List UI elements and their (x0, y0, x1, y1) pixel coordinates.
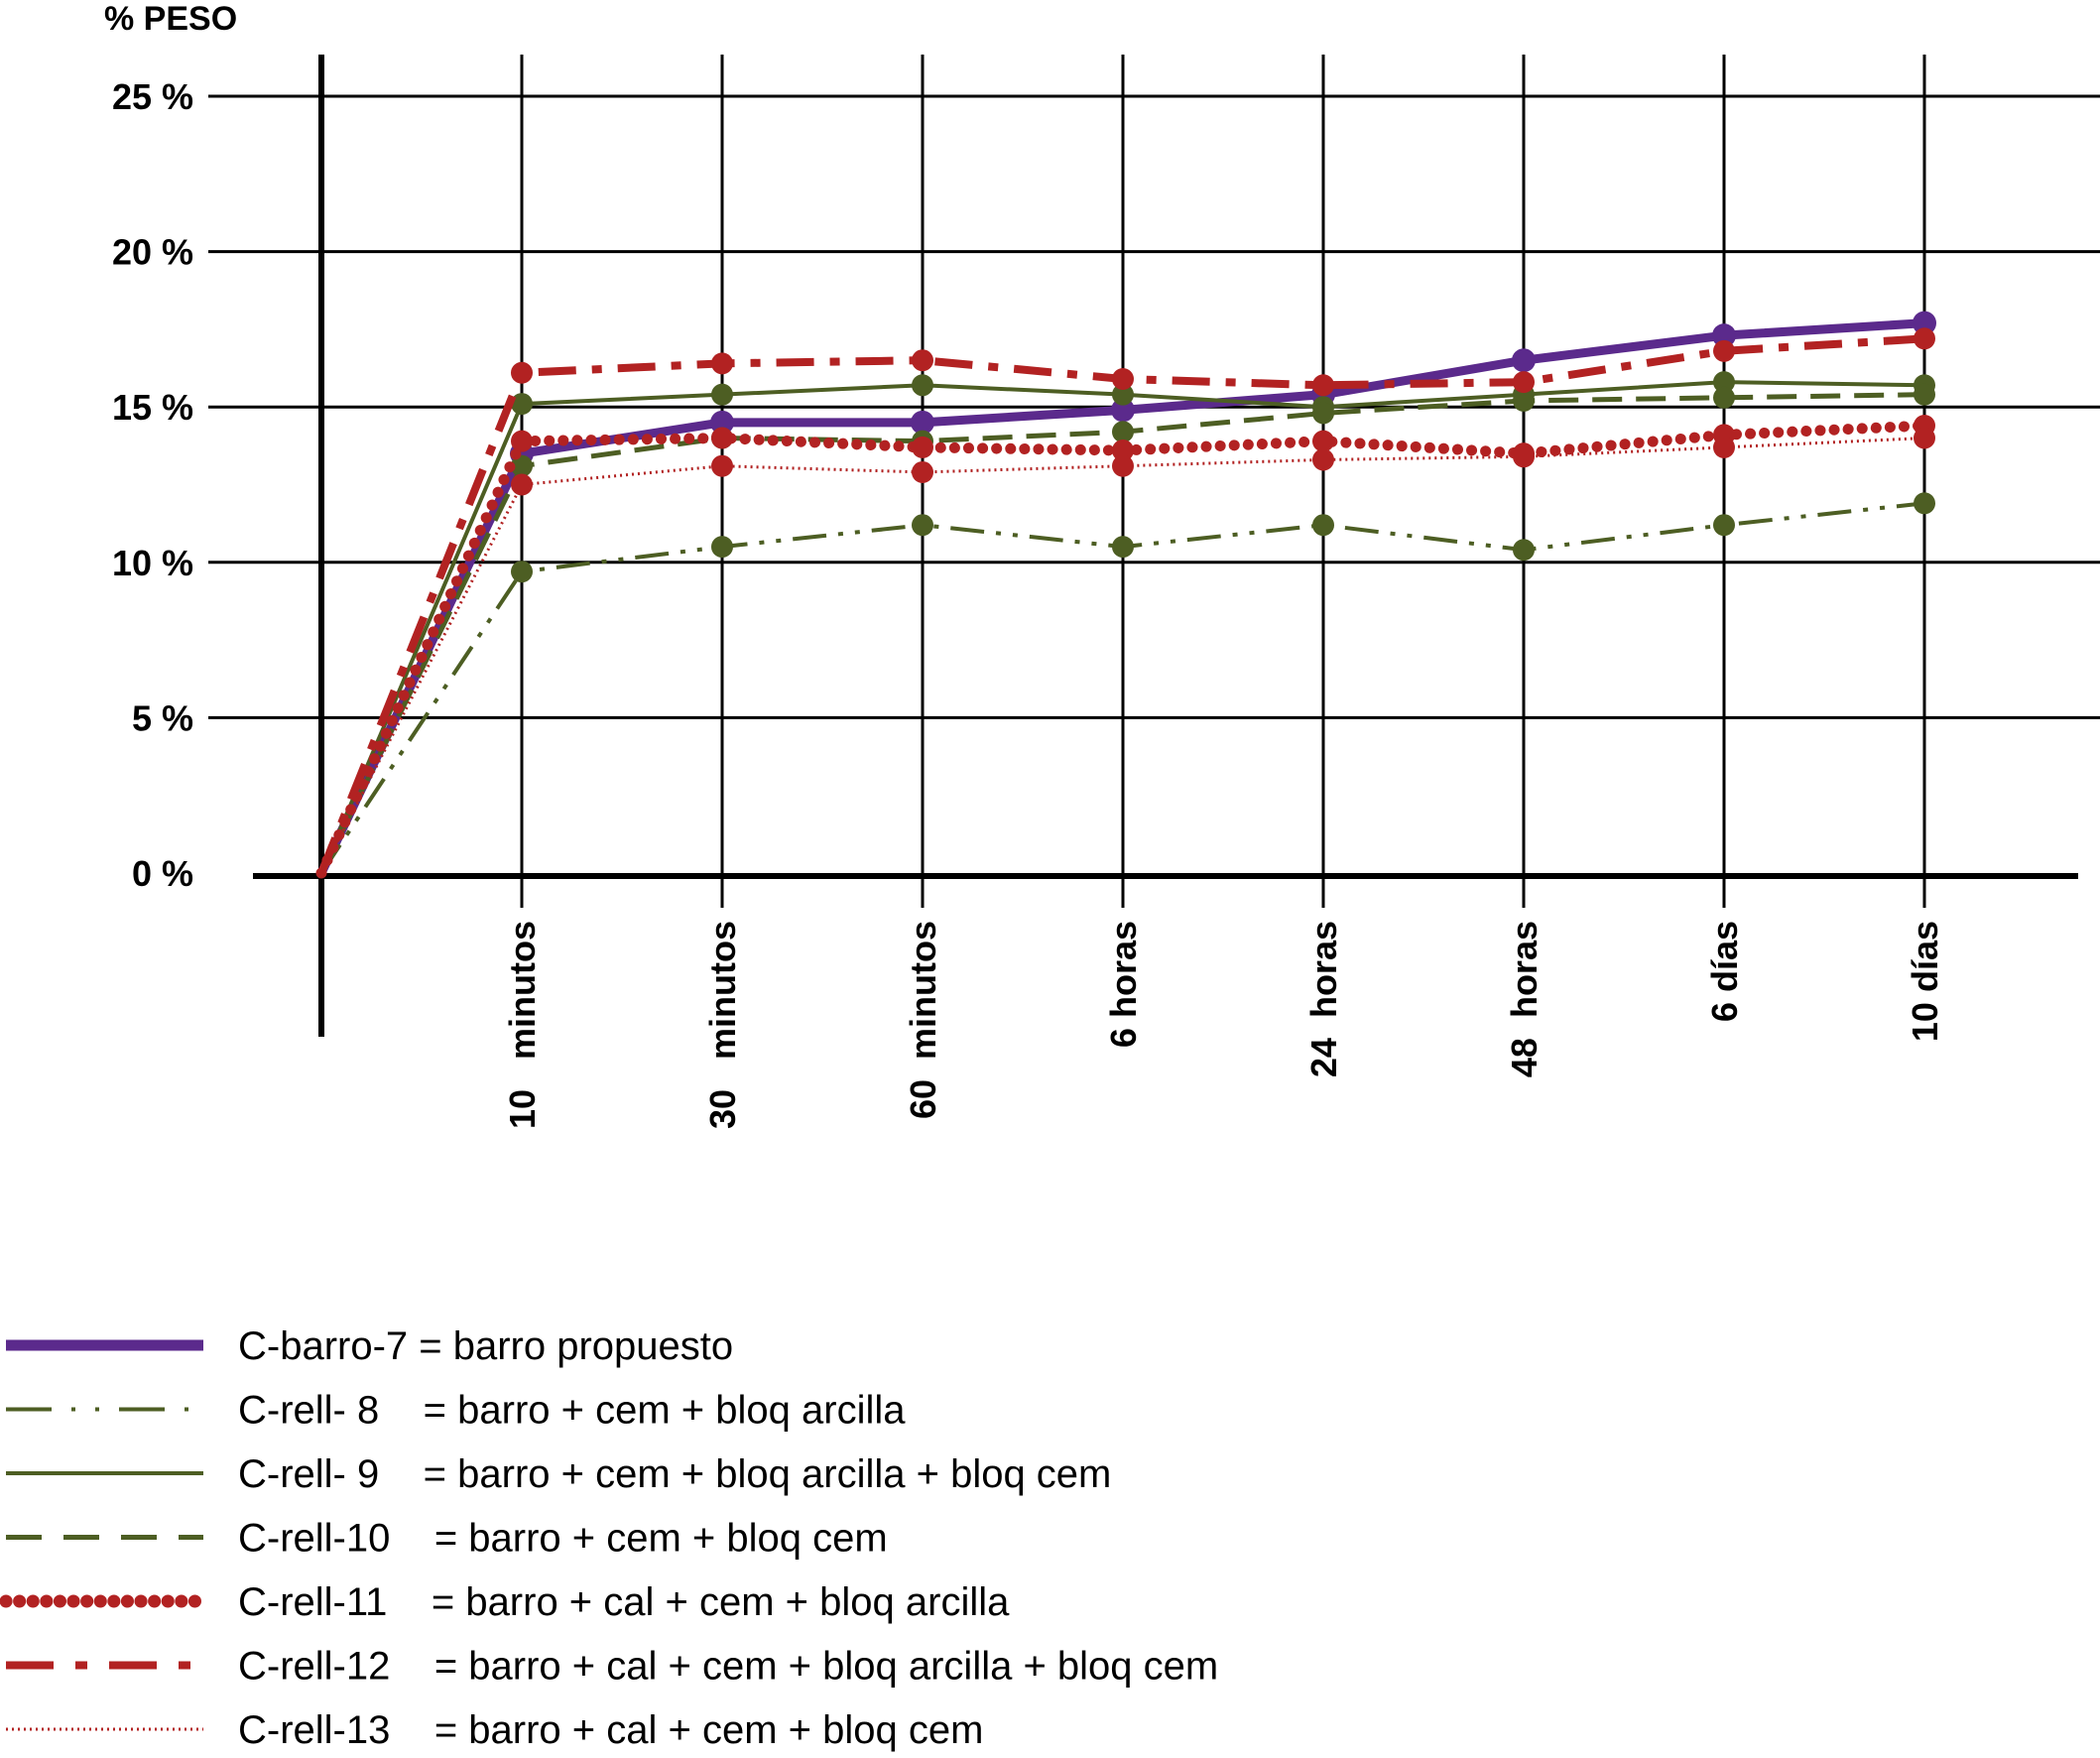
data-point (912, 349, 933, 372)
legend-label: C-rell- 8 = barro + cem + bloq arcilla (238, 1389, 906, 1433)
y-tick-label: 20 % (112, 232, 193, 273)
data-point (1914, 327, 1935, 350)
y-tick-label: 5 % (132, 697, 193, 738)
x-tick-label: 10 días (1905, 921, 1945, 1042)
legend-item: C-barro-7 = barro propuesto (6, 1324, 733, 1368)
data-point (1713, 371, 1735, 394)
y-axis-label: % PESO (104, 0, 237, 38)
data-point (710, 410, 734, 435)
legend-label: C-rell-11 = barro + cal + cem + bloq arc… (238, 1580, 1010, 1624)
data-point (711, 454, 733, 477)
data-point (1112, 454, 1134, 477)
data-point (1112, 536, 1134, 559)
data-point (711, 352, 733, 375)
data-point (1312, 374, 1334, 397)
data-point (1112, 383, 1134, 406)
legend-item: C-rell- 9 = barro + cem + bloq arcilla +… (6, 1452, 1111, 1496)
data-point (1914, 383, 1935, 406)
data-point (1913, 311, 1936, 335)
x-tick-label: 6 días (1704, 921, 1745, 1022)
data-point (912, 374, 933, 397)
data-point (912, 436, 933, 458)
data-point (912, 514, 933, 537)
data-point (1713, 339, 1735, 362)
data-point (511, 561, 533, 583)
x-tick-label: 30 minutos (702, 921, 743, 1129)
legend-label: C-barro-7 = barro propuesto (238, 1324, 733, 1368)
data-point (1713, 514, 1735, 537)
data-point (1713, 386, 1735, 409)
x-tick-label: 10 minutos (502, 921, 543, 1129)
data-point (1513, 445, 1535, 468)
series-c-rell-13 (319, 427, 1935, 874)
data-point (1112, 440, 1134, 462)
y-tick-label: 15 % (112, 387, 193, 428)
data-point (1312, 514, 1334, 537)
legend-label: C-rell- 9 = barro + cem + bloq arcilla +… (238, 1452, 1111, 1496)
data-point (1312, 402, 1334, 425)
data-point (1112, 421, 1134, 443)
data-point (511, 430, 533, 452)
legend-item: C-rell- 8 = barro + cem + bloq arcilla (6, 1389, 906, 1433)
labels: 0 % 5 % 10 % 15 % 20 % 25 % 10 minutos 30 minut… (104, 0, 1945, 1129)
x-tick-label: 48 horas (1504, 921, 1544, 1077)
series-layer (315, 311, 1936, 879)
legend-label: C-rell-13 = barro + cal + cem + bloq cem (238, 1708, 983, 1752)
legend-label: C-rell-12 = barro + cal + cem + bloq arc… (238, 1645, 1218, 1689)
series-c-rell-11 (315, 414, 1935, 879)
data-point (711, 427, 733, 449)
data-point (1713, 436, 1735, 458)
data-point (711, 536, 733, 559)
data-point (1312, 448, 1334, 471)
legend-label: C-rell-10 = barro + cem + bloq cem (238, 1517, 888, 1561)
data-point (511, 361, 533, 384)
axes (253, 55, 2078, 1037)
data-point (911, 410, 934, 435)
data-point (1111, 398, 1135, 423)
data-point (711, 383, 733, 406)
y-tick-label: 25 % (112, 76, 193, 117)
x-tick-label: 60 minutos (903, 921, 943, 1119)
y-tick-label: 10 % (112, 543, 193, 583)
data-point (1513, 371, 1535, 394)
data-point (511, 393, 533, 416)
data-point (1112, 368, 1134, 391)
data-point (912, 460, 933, 483)
data-point (511, 454, 533, 477)
data-point (1513, 389, 1535, 412)
legend-item: C-rell-13 = barro + cal + cem + bloq cem (6, 1708, 983, 1752)
legend: C-barro-7 = barro propuesto C-rell- 8 = b… (0, 1324, 1218, 1752)
x-tick-label: 6 horas (1103, 921, 1144, 1048)
series-c-rell-8 (319, 492, 1935, 875)
data-point (1914, 427, 1935, 449)
data-point (1914, 492, 1935, 515)
legend-item: C-rell-11 = barro + cal + cem + bloq arc… (0, 1580, 1010, 1624)
data-point (511, 473, 533, 496)
x-tick-label: 24 horas (1303, 921, 1344, 1077)
legend-item: C-rell-10 = barro + cem + bloq cem (6, 1517, 888, 1561)
data-point (1312, 430, 1334, 452)
series-c-rell-12 (317, 327, 1935, 875)
data-point (1712, 323, 1736, 348)
grid (208, 55, 2100, 908)
y-tick-label: 0 % (132, 853, 193, 894)
data-point (1513, 539, 1535, 562)
data-point (1512, 348, 1536, 373)
legend-item: C-rell-12 = barro + cal + cem + bloq arc… (6, 1645, 1218, 1689)
